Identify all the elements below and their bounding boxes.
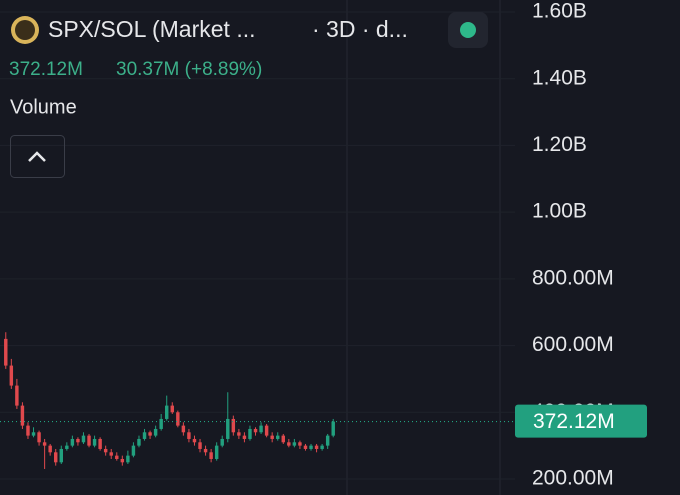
candle-body	[170, 405, 174, 413]
candle-body	[209, 452, 213, 459]
last-price-tag	[515, 404, 647, 438]
chevron-up	[28, 151, 46, 162]
candle-body	[176, 412, 180, 426]
collapse-button[interactable]	[10, 135, 65, 178]
candle-body	[303, 445, 308, 449]
candle-body	[103, 448, 108, 453]
candle-body	[131, 445, 136, 456]
candle-body	[325, 435, 330, 446]
y-tick-label: 800.00M	[532, 266, 614, 289]
indicator-label: Volume	[10, 96, 77, 118]
candle-body	[76, 438, 80, 443]
candle-body	[187, 432, 191, 439]
y-tick-label: 1.60B	[532, 0, 587, 23]
candle-body	[20, 405, 25, 426]
y-tick-label: 1.40B	[532, 66, 587, 89]
price-change: 30.37M (+8.89%)	[116, 59, 262, 80]
candle-body	[298, 442, 302, 446]
candle-body	[37, 432, 41, 443]
candle-body	[9, 365, 14, 386]
candle-body	[42, 442, 47, 446]
status-dot	[460, 22, 476, 38]
candle-body	[70, 438, 75, 446]
interval[interactable]: · 3D · d...	[312, 16, 408, 42]
candle-body	[270, 435, 274, 439]
candle-body	[126, 455, 130, 463]
candle-body	[248, 428, 252, 439]
candle-body	[87, 435, 91, 446]
y-tick-label: 200.00M	[532, 467, 614, 490]
candle-body	[264, 425, 269, 436]
candle-body	[159, 418, 163, 429]
candle-body	[54, 452, 58, 463]
y-tick-label: 600.00M	[532, 333, 614, 356]
candle-body	[192, 438, 197, 443]
candle-body	[120, 458, 125, 463]
candle-body	[276, 435, 280, 439]
candle-body	[242, 435, 247, 439]
candle-body	[314, 445, 319, 449]
last-price: 372.12M	[9, 59, 83, 80]
symbol-icon-inner	[15, 20, 35, 40]
candle-body	[214, 445, 219, 459]
candle-body	[259, 425, 263, 433]
candle-body	[81, 435, 86, 443]
candle-body	[48, 445, 52, 453]
last-price-label: 372.12M	[533, 410, 615, 433]
candle-body	[287, 442, 291, 446]
candle-body	[220, 438, 224, 446]
y-tick-label: 1.00B	[532, 200, 587, 223]
candle-body	[115, 455, 119, 459]
candle-body	[137, 438, 141, 446]
candle-body	[92, 438, 97, 446]
candle-body	[98, 438, 102, 449]
candle-body	[309, 445, 313, 449]
candle-body	[15, 385, 19, 406]
candle-body	[331, 421, 335, 436]
candle-body	[198, 442, 202, 449]
candle-body	[203, 448, 208, 453]
candle-body	[231, 418, 236, 433]
candle-body	[65, 445, 69, 449]
y-tick-label: 1.20B	[532, 133, 587, 156]
candle-body	[292, 442, 297, 446]
candle-body	[26, 425, 30, 436]
symbol-title[interactable]: SPX/SOL (Market ...	[48, 16, 255, 42]
candle-body	[109, 452, 113, 456]
candle-body	[148, 432, 152, 436]
candle-body	[4, 338, 8, 366]
candle-body	[153, 428, 158, 436]
candle-body	[226, 418, 230, 439]
candle-body	[142, 432, 147, 439]
candle-body	[320, 445, 324, 449]
candle-body	[31, 432, 36, 436]
candle-body	[181, 425, 186, 433]
candle-body	[253, 428, 258, 433]
candle-body	[237, 432, 241, 436]
candle-body	[281, 435, 285, 443]
candle-body	[165, 405, 169, 419]
candle-body	[59, 448, 63, 463]
